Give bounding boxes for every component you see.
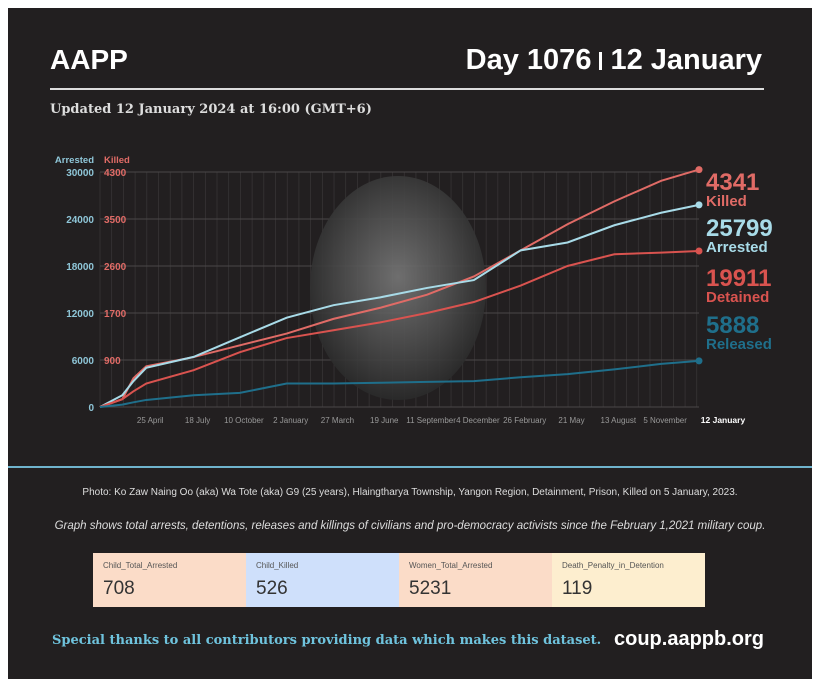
- card-child-killed: Child_Killed 526: [246, 553, 399, 607]
- stats-cards: Child_Total_Arrested 708 Child_Killed 526 …: [93, 553, 705, 607]
- y-tick-killed: 4300: [104, 168, 127, 179]
- y-tick-arrested: 18000: [66, 262, 94, 273]
- x-tick-label: 13 August: [601, 416, 637, 425]
- series-line-detained: [99, 250, 700, 408]
- divider: [8, 466, 812, 468]
- website-link[interactable]: coup.aappb.org: [614, 628, 764, 650]
- graph-description: Graph shows total arrests, detentions, r…: [54, 520, 766, 532]
- x-tick-label: 18 July: [185, 416, 210, 425]
- day-date: 12 January: [610, 44, 762, 76]
- card-label: Women_Total_Arrested: [409, 561, 493, 570]
- end-value-detained: 19911: [706, 265, 771, 292]
- day-count: Day 1076: [465, 44, 592, 76]
- series-label-released: Released: [706, 336, 772, 353]
- victim-photo: [310, 176, 486, 400]
- card-value: 526: [256, 578, 288, 599]
- card-women-total-arrested: Women_Total_Arrested 5231: [399, 553, 552, 607]
- x-tick-label: 11 September: [406, 416, 456, 425]
- end-value-released: 5888: [706, 312, 759, 339]
- y-axis-label-arrested: Arrested: [55, 155, 94, 166]
- x-tick-label: 4 December: [456, 416, 500, 425]
- card-death-penalty: Death_Penalty_in_Detention 119: [552, 553, 705, 607]
- panel: AAPP Day 1076 12 January Updated 12 Janua…: [8, 8, 812, 679]
- y-tick-killed: 900: [104, 356, 121, 367]
- end-point-killed: [695, 166, 703, 174]
- series-line-arrested: [99, 203, 700, 408]
- updated-text: Updated 12 January 2024 at 16:00 (GMT+6): [50, 102, 372, 117]
- x-tick-label: 21 May: [558, 416, 584, 425]
- x-tick-label: 19 June: [370, 416, 399, 425]
- x-tick-label: 27 March: [321, 416, 354, 425]
- y-tick-killed: 3500: [104, 215, 127, 226]
- end-point-released: [695, 357, 703, 365]
- card-child-total-arrested: Child_Total_Arrested 708: [93, 553, 246, 607]
- end-point-detained: [695, 247, 703, 255]
- card-label: Child_Total_Arrested: [103, 561, 178, 570]
- y-tick-arrested: 12000: [66, 309, 94, 320]
- x-tick-label: 10 October: [224, 416, 264, 425]
- end-value-killed: 4341: [706, 169, 759, 196]
- separator: [599, 52, 603, 71]
- line-chart: 0 6000 900 12000 1700 18000 2600 24000 3500 30000…: [55, 155, 773, 425]
- brand-title: AAPP: [50, 44, 128, 75]
- y-tick-arrested: 6000: [72, 356, 95, 367]
- series-line-released: [99, 359, 700, 408]
- end-point-arrested: [695, 201, 703, 209]
- series-label-detained: Detained: [706, 289, 769, 306]
- x-tick-label: 12 January: [701, 415, 746, 425]
- card-label: Death_Penalty_in_Detention: [562, 561, 664, 570]
- series-label-arrested: Arrested: [706, 239, 768, 256]
- y-tick-arrested: 24000: [66, 215, 94, 226]
- card-value: 708: [103, 578, 135, 599]
- card-label: Child_Killed: [256, 561, 299, 570]
- y-tick-arrested: 0: [88, 403, 94, 414]
- photo-caption: Photo: Ko Zaw Naing Oo (aka) Wa Tote (ak…: [82, 487, 738, 498]
- y-tick-arrested: 30000: [66, 168, 94, 179]
- series-line-killed: [99, 168, 700, 408]
- card-value: 119: [562, 578, 593, 599]
- x-tick-label: 5 November: [643, 416, 687, 425]
- card-value: 5231: [409, 578, 452, 599]
- thanks-text: Special thanks to all contributors provi…: [52, 633, 602, 648]
- divider: [50, 88, 764, 90]
- y-tick-killed: 1700: [104, 309, 127, 320]
- series-label-killed: Killed: [706, 193, 747, 210]
- x-tick-label: 26 February: [503, 416, 546, 425]
- y-tick-killed: 2600: [104, 262, 127, 273]
- x-tick-label: 25 April: [137, 416, 164, 425]
- y-axis-label-killed: Killed: [104, 155, 130, 166]
- day-header: Day 1076 12 January: [466, 44, 762, 77]
- end-value-arrested: 25799: [706, 215, 773, 242]
- x-tick-label: 2 January: [273, 416, 308, 425]
